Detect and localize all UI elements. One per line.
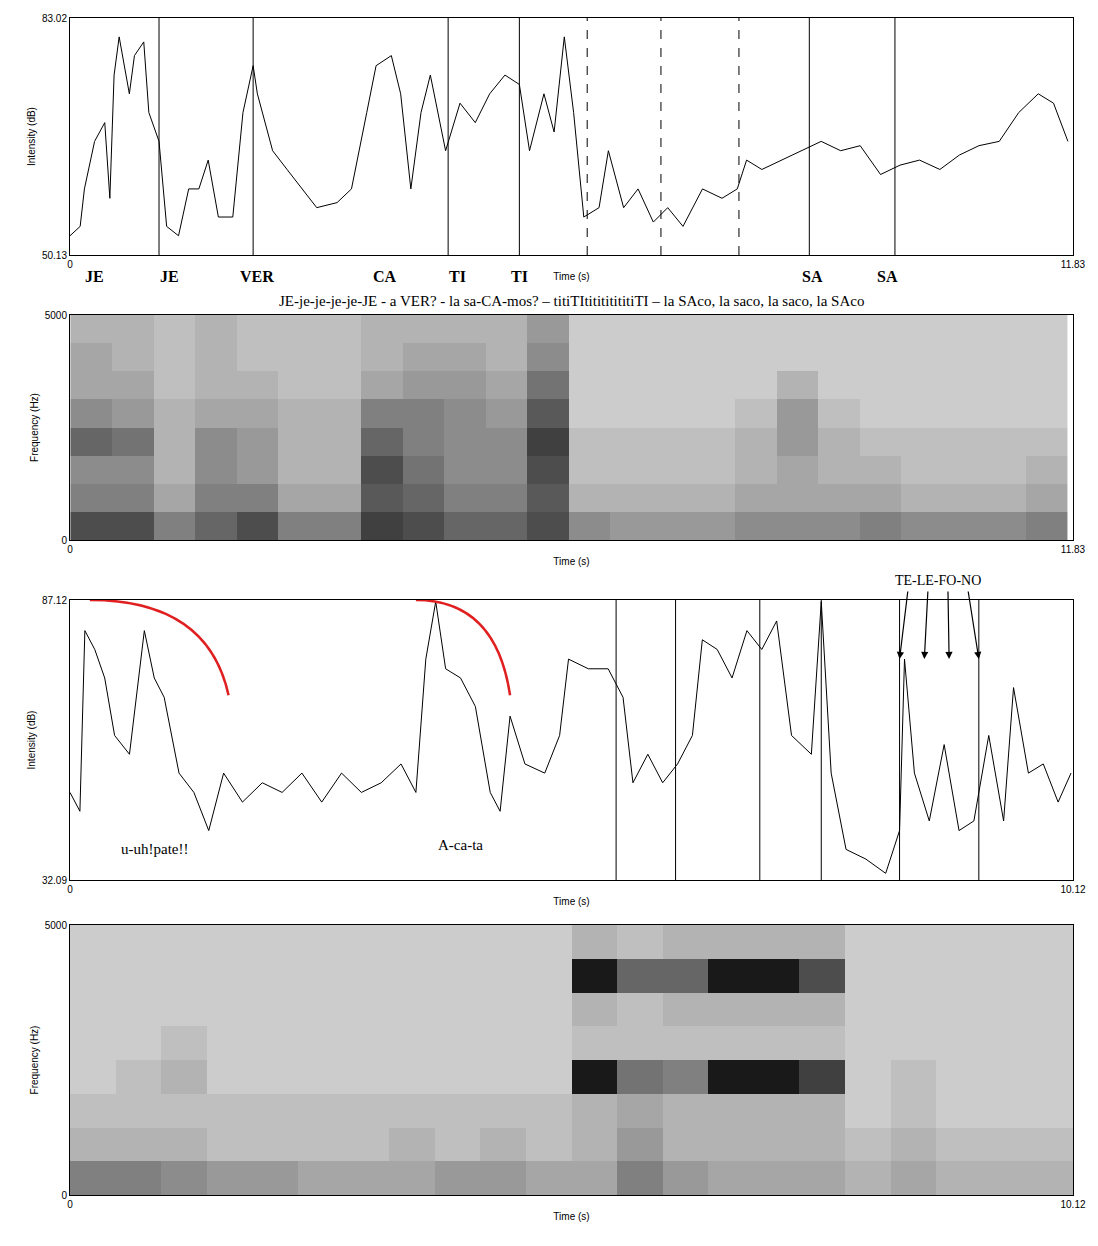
svg-text:Intensity (dB): Intensity (dB)	[26, 107, 37, 166]
svg-text:SA: SA	[802, 268, 823, 285]
svg-text:0: 0	[67, 884, 73, 895]
svg-text:Time (s): Time (s)	[553, 1211, 589, 1222]
svg-text:10.12: 10.12	[1060, 1199, 1085, 1210]
svg-text:0: 0	[67, 1199, 73, 1210]
svg-text:SA: SA	[877, 268, 898, 285]
svg-text:0: 0	[67, 544, 73, 555]
svg-text:TI: TI	[511, 268, 528, 285]
svg-text:u-uh!pate!!: u-uh!pate!!	[121, 841, 188, 857]
svg-text:VER: VER	[240, 268, 274, 285]
svg-text:10.12: 10.12	[1060, 884, 1085, 895]
svg-text:Intensity (dB): Intensity (dB)	[26, 711, 37, 770]
svg-text:Time (s): Time (s)	[553, 271, 589, 282]
svg-text:TE-LE-FO-NO: TE-LE-FO-NO	[895, 573, 981, 588]
svg-text:CA: CA	[373, 268, 397, 285]
svg-text:A-ca-ta: A-ca-ta	[438, 837, 483, 853]
svg-text:50.13: 50.13	[42, 250, 67, 261]
svg-text:83.02: 83.02	[42, 13, 67, 24]
svg-text:JE: JE	[160, 268, 179, 285]
svg-text:Time (s): Time (s)	[553, 896, 589, 907]
svg-text:11.83: 11.83	[1061, 544, 1086, 555]
svg-text:5000: 5000	[45, 920, 68, 931]
svg-text:Time (s): Time (s)	[553, 556, 589, 567]
svg-text:11.83: 11.83	[1061, 259, 1086, 270]
svg-text:32.09: 32.09	[42, 875, 67, 886]
svg-text:JE: JE	[85, 268, 104, 285]
svg-text:87.12: 87.12	[42, 595, 67, 606]
svg-text:Frequency (Hz): Frequency (Hz)	[29, 393, 40, 462]
svg-text:0: 0	[61, 1190, 67, 1201]
svg-text:5000: 5000	[45, 310, 68, 321]
svg-text:Frequency (Hz): Frequency (Hz)	[29, 1026, 40, 1095]
svg-text:TI: TI	[449, 268, 466, 285]
svg-text:0: 0	[67, 259, 73, 270]
svg-text:JE-je-je-je-je-JE - a VER? - l: JE-je-je-je-je-JE - a VER? - la sa-CA-mo…	[279, 293, 864, 309]
svg-text:0: 0	[61, 535, 67, 546]
